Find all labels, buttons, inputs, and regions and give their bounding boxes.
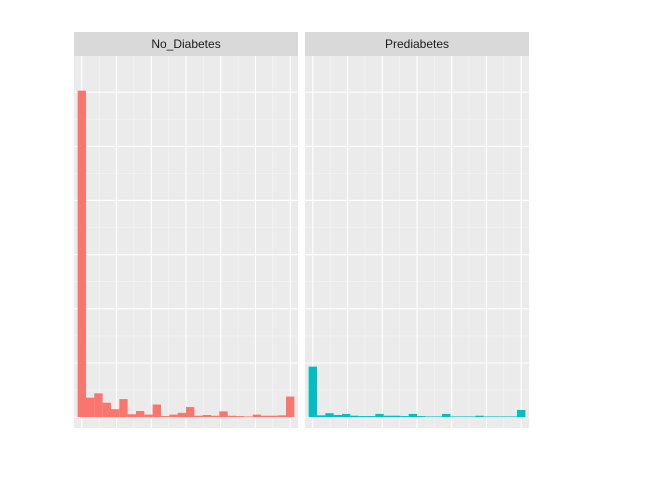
histogram-bar	[135, 411, 145, 418]
histogram-bar	[252, 414, 262, 418]
facet-strip-label: Prediabetes	[385, 37, 449, 51]
histogram-bar	[417, 416, 426, 418]
histogram-bar	[433, 416, 443, 418]
histogram-bar	[383, 415, 392, 418]
histogram-bar	[261, 415, 270, 418]
facet-strip-label: No_Diabetes	[151, 37, 220, 51]
histogram-bar	[467, 416, 476, 418]
histogram-bar	[442, 413, 451, 418]
histogram-bar	[391, 415, 401, 418]
histogram-bar	[236, 416, 245, 418]
histogram-bar	[177, 412, 186, 418]
facet-strip	[74, 32, 298, 56]
histogram-bar	[308, 366, 317, 418]
histogram-bar	[492, 416, 501, 418]
histogram-bar	[152, 404, 161, 418]
histogram-bar	[244, 416, 253, 418]
histogram-bar	[160, 416, 170, 418]
facet-panel-0: No_Diabetes	[74, 32, 298, 428]
histogram-bar	[194, 415, 203, 418]
histogram-bar	[186, 407, 195, 418]
facet-panel-1: Prediabetes	[305, 32, 529, 428]
histogram-bar	[94, 393, 103, 418]
histogram-bar	[169, 414, 178, 418]
histogram-bar	[77, 90, 86, 418]
histogram-bar	[127, 414, 136, 418]
histogram-bar	[375, 413, 384, 418]
histogram-bar	[475, 415, 484, 418]
histogram-bar	[333, 414, 342, 418]
histogram-bar	[517, 409, 526, 418]
histogram-bar	[500, 416, 509, 418]
facet-strip	[305, 32, 529, 56]
histogram-bar	[358, 416, 367, 418]
histogram-bar	[425, 416, 434, 418]
histogram-bar	[341, 413, 351, 418]
histogram-bar	[110, 409, 120, 418]
histogram-bar	[458, 416, 468, 418]
histogram-bar	[450, 416, 459, 418]
histogram-bar	[144, 414, 153, 418]
histogram-bar	[277, 415, 287, 418]
histogram-bar	[102, 402, 111, 418]
histogram-bar	[400, 416, 409, 418]
histogram-bar	[119, 399, 128, 418]
histogram-bar	[202, 414, 212, 418]
histogram-bar	[269, 415, 278, 418]
histogram-bar	[483, 416, 493, 418]
histogram-bar	[227, 415, 237, 418]
histogram-bar	[350, 415, 359, 418]
histogram-bar	[219, 411, 228, 418]
histogram-bar	[325, 413, 334, 418]
histogram-bar	[316, 415, 326, 418]
histogram-bar	[85, 397, 95, 418]
histogram-bar	[286, 396, 295, 418]
histogram-bar	[211, 415, 220, 418]
histogram-bar	[508, 416, 518, 418]
histogram-bar	[366, 416, 376, 418]
histogram-bar	[408, 413, 417, 418]
